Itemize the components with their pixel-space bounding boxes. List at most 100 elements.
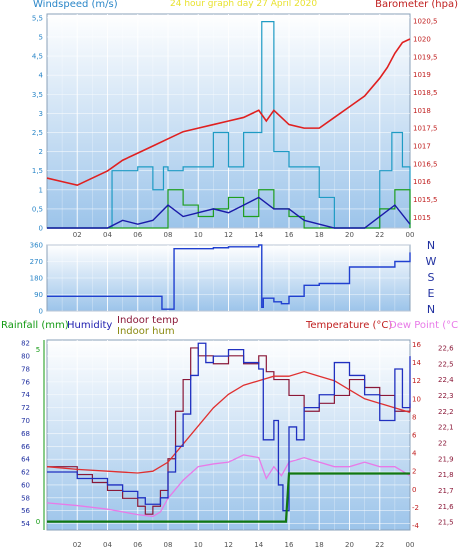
y-tick-label-temperature: 2 (412, 468, 416, 476)
y-tick-label-left: 1,5 (32, 167, 43, 175)
x-tick-label: 18 (315, 541, 324, 549)
compass-letter: N (427, 303, 435, 316)
y-tick-label-temperature: 0 (412, 486, 416, 494)
y-tick-label-humidity: 76 (21, 378, 30, 386)
chart-title: 24 hour graph day 27 April 2020 (170, 0, 318, 9)
x-tick-label: 04 (103, 231, 112, 239)
y-tick-label-indoor: 22,6 (438, 344, 454, 352)
y-tick-label-right: 1015 (413, 214, 431, 222)
y-tick-label-temperature: 4 (412, 450, 417, 458)
x-tick-label: 06 (133, 541, 142, 549)
y-tick-label-temperature: 8 (412, 413, 416, 421)
y-tick-label-humidity: 64 (21, 456, 30, 464)
y-tick-label-rainfall: 0 (36, 518, 40, 526)
x-tick-label: 10 (194, 231, 203, 239)
y-tick-label-right: 1015,5 (413, 196, 438, 204)
y-tick-label-right: 1018 (413, 107, 431, 115)
y-tick-label-humidity: 54 (21, 520, 30, 528)
x-tick-label: 02 (73, 231, 82, 239)
temperature-axis-label: Temperature (°C) (306, 320, 393, 331)
compass-letter: N (427, 239, 435, 252)
y-tick-label-temperature: 16 (412, 341, 421, 349)
x-tick-label: 00 (406, 541, 415, 549)
rainfall-axis-label: Rainfall (mm) (1, 320, 69, 331)
y-tick-label-left: 2,5 (32, 129, 43, 137)
x-tick-label: 22 (375, 541, 384, 549)
compass-letter: S (428, 271, 435, 284)
y-tick-label-direction: 90 (34, 291, 43, 299)
y-tick-label-left: 4,5 (32, 53, 43, 61)
y-tick-label-left: 4 (39, 72, 44, 80)
x-tick-label: 02 (73, 541, 82, 549)
y-tick-label-indoor: 22,3 (438, 392, 454, 400)
y-tick-label-humidity: 82 (21, 340, 30, 348)
barometer-axis-label: Barometer (hpa) (375, 0, 458, 10)
y-tick-label-indoor: 22,2 (438, 408, 454, 416)
y-tick-label-humidity: 60 (21, 481, 30, 489)
y-tick-label-humidity: 58 (21, 494, 30, 502)
y-tick-label-temperature: 14 (412, 359, 421, 367)
y-tick-label-right: 1019 (413, 71, 431, 79)
series-line-average-wind (47, 196, 411, 229)
y-tick-label-indoor: 21,7 (438, 487, 454, 495)
y-tick-label-left: 5 (39, 33, 43, 41)
x-tick-label: 14 (254, 541, 263, 549)
x-tick-label: 12 (224, 541, 233, 549)
y-tick-label-left: 0 (39, 225, 43, 233)
x-tick-label: 06 (133, 231, 142, 239)
x-tick-label: 08 (164, 541, 173, 549)
x-tick-label: 16 (285, 541, 294, 549)
y-tick-label-temperature: 6 (412, 432, 417, 440)
y-tick-label-indoor: 21,5 (438, 519, 454, 527)
y-tick-label-right: 1020,5 (413, 18, 438, 26)
y-tick-label-right: 1020 (413, 35, 431, 43)
y-tick-label-direction: 270 (30, 258, 43, 266)
y-tick-label-left: 2 (39, 148, 43, 156)
x-tick-label: 12 (224, 231, 233, 239)
series-line-dew-point (46, 454, 411, 518)
y-tick-label-right: 1017 (413, 142, 431, 150)
y-tick-label-right: 1018,5 (413, 89, 438, 97)
indoor-temp-label: Indoor temp (117, 315, 179, 326)
series-line-wind-direction (47, 244, 411, 310)
y-tick-label-right: 1016,5 (413, 160, 438, 168)
y-tick-label-indoor: 22 (438, 439, 447, 447)
y-tick-label-indoor: 22,1 (438, 424, 454, 432)
x-tick-label: 16 (285, 231, 294, 239)
series-line-temperature (46, 370, 411, 474)
x-tick-label: 08 (164, 231, 173, 239)
y-tick-label-indoor: 21,6 (438, 503, 454, 511)
x-tick-label: 18 (315, 231, 324, 239)
y-tick-label-humidity: 78 (21, 365, 30, 373)
y-tick-label-indoor: 21,8 (438, 471, 454, 479)
series-line-barometer (46, 38, 411, 187)
x-tick-label: 20 (345, 231, 354, 239)
y-tick-label-humidity: 80 (21, 353, 30, 361)
y-tick-label-rainfall: 5 (36, 346, 40, 354)
compass-letter: E (428, 287, 435, 300)
y-tick-label-left: 5,5 (32, 14, 43, 22)
y-tick-label-temperature: -2 (412, 504, 419, 512)
y-tick-label-right: 1017,5 (413, 125, 438, 133)
y-tick-label-indoor: 22,4 (438, 376, 454, 384)
y-tick-label-right: 1019,5 (413, 53, 438, 61)
y-tick-label-humidity: 62 (21, 469, 30, 477)
y-tick-label-temperature: 10 (412, 395, 421, 403)
y-tick-label-indoor: 21,9 (438, 455, 454, 463)
x-tick-label: 20 (345, 541, 354, 549)
y-tick-label-temperature: -4 (412, 522, 420, 530)
indoor-hum-label: Indoor hum (117, 326, 175, 337)
x-tick-label: 00 (406, 231, 415, 239)
y-tick-label-direction: 0 (39, 308, 43, 316)
x-tick-label: 04 (103, 541, 112, 549)
y-tick-label-indoor: 22,5 (438, 360, 454, 368)
y-tick-label-left: 0,5 (32, 205, 43, 213)
y-tick-label-direction: 360 (30, 242, 43, 250)
dewpoint-axis-label: Dew Point (°C) (389, 320, 459, 331)
series-line-humidity (47, 342, 411, 512)
y-tick-label-humidity: 66 (21, 443, 30, 451)
y-tick-label-temperature: 12 (412, 377, 421, 385)
y-tick-label-right: 1016 (413, 178, 431, 186)
